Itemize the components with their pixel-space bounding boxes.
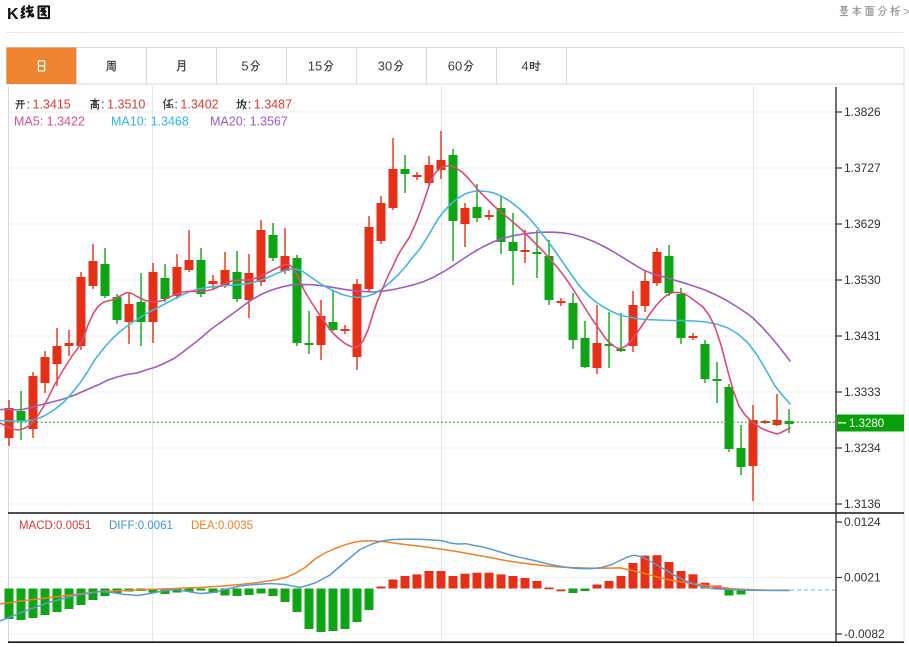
svg-text:MACD:0.0051: MACD:0.0051 (19, 520, 91, 532)
svg-text:1.3727: 1.3727 (844, 161, 881, 175)
svg-text:1.3280: 1.3280 (849, 418, 884, 430)
svg-text::: : (248, 98, 251, 112)
svg-text:DEA:0.0035: DEA:0.0035 (191, 520, 253, 532)
svg-text:1.3333: 1.3333 (844, 385, 881, 399)
svg-text:K: K (7, 6, 19, 23)
svg-text:1.3487: 1.3487 (254, 98, 292, 112)
svg-text:0.0124: 0.0124 (844, 515, 881, 529)
svg-text:MA10: 1.3468: MA10: 1.3468 (111, 115, 189, 129)
svg-text:-0.0082: -0.0082 (844, 627, 885, 641)
svg-text:1.3510: 1.3510 (107, 98, 145, 112)
svg-text:1.3629: 1.3629 (844, 217, 881, 231)
svg-text:MA20: 1.3567: MA20: 1.3567 (210, 115, 288, 129)
svg-text:1.3402: 1.3402 (180, 98, 218, 112)
svg-text::: : (174, 98, 177, 112)
svg-text:MA5: 1.3422: MA5: 1.3422 (14, 115, 85, 129)
svg-text:1.3530: 1.3530 (844, 273, 881, 287)
svg-text:1.3136: 1.3136 (844, 497, 881, 511)
svg-text::: : (101, 98, 104, 112)
svg-text:60: 60 (448, 59, 462, 74)
svg-text:15: 15 (308, 59, 322, 74)
svg-text:1.3826: 1.3826 (844, 105, 881, 119)
svg-text:1.3234: 1.3234 (844, 441, 881, 455)
svg-text:1.3431: 1.3431 (844, 329, 881, 343)
svg-text:30: 30 (378, 59, 392, 74)
svg-text:DIFF:0.0061: DIFF:0.0061 (109, 520, 173, 532)
svg-text:>: > (903, 5, 909, 19)
svg-text:1.3415: 1.3415 (33, 98, 71, 112)
svg-text:0.0021: 0.0021 (844, 571, 881, 585)
svg-text:4: 4 (521, 59, 528, 74)
svg-text::: : (27, 98, 30, 112)
svg-text:5: 5 (241, 59, 248, 74)
